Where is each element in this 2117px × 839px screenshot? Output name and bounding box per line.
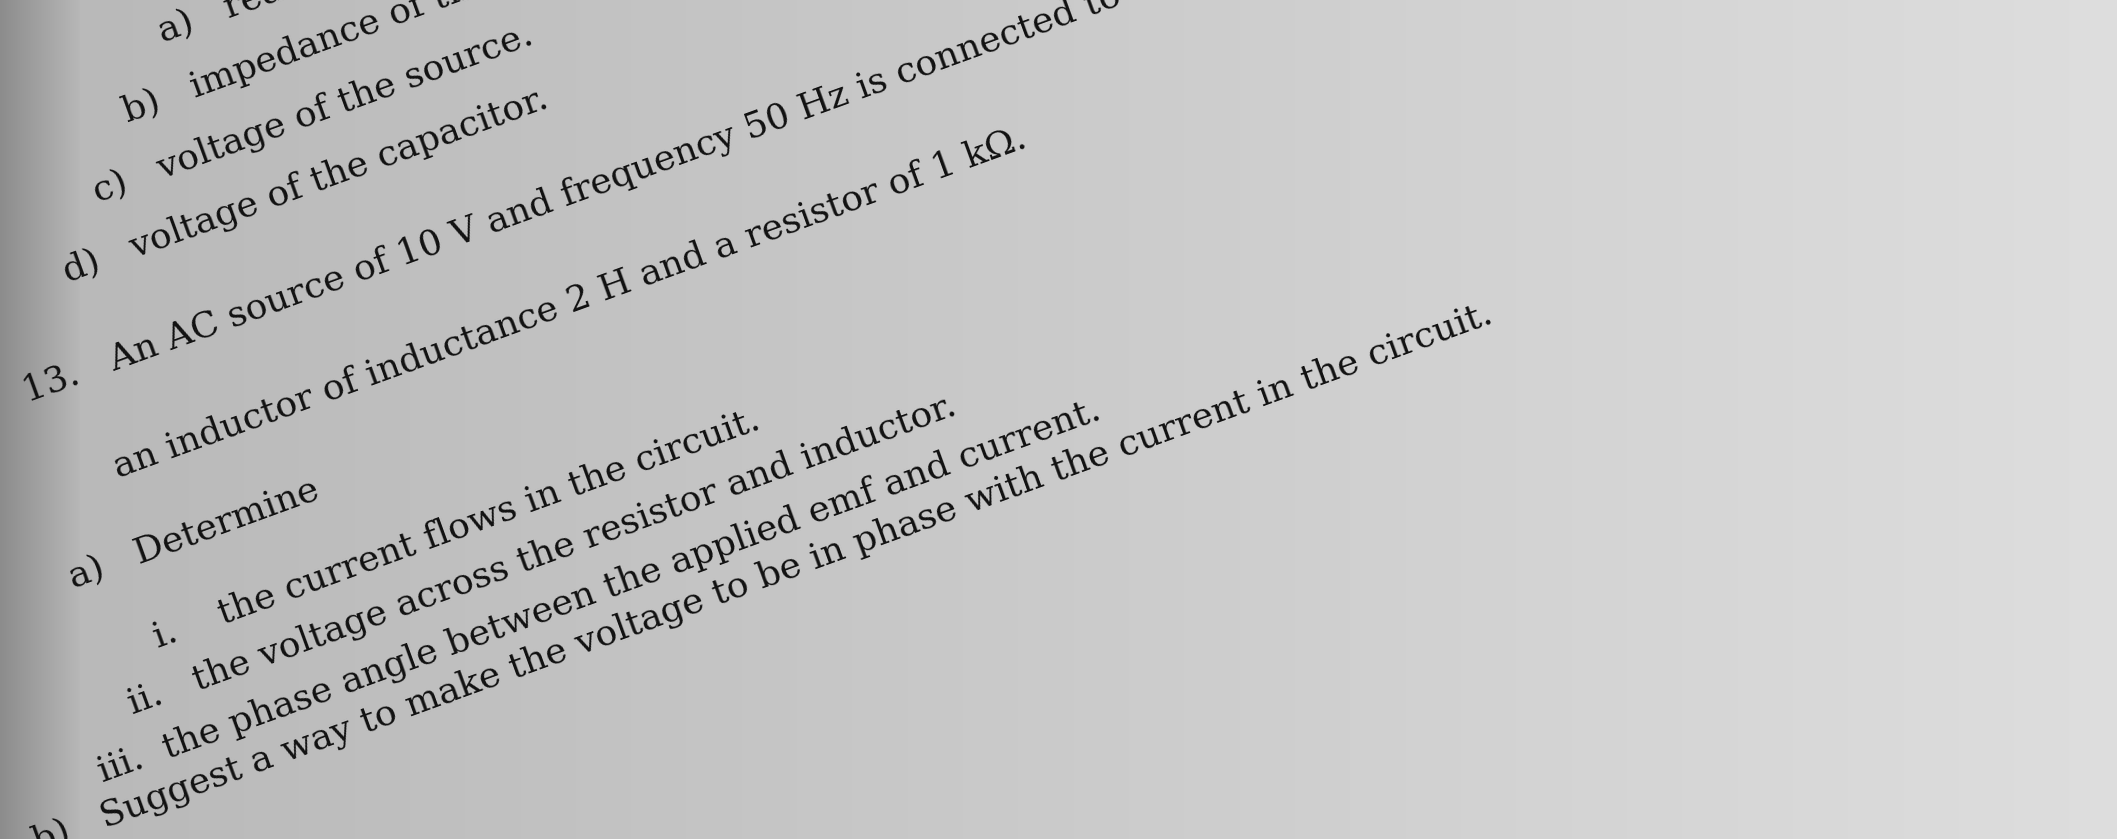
Text: b)   impedance of this circuit.: b) impedance of this circuit.	[119, 0, 637, 129]
Text: a)   reactance of capa...: a) reactance of capa...	[152, 0, 569, 49]
Text: a)   Determine: a) Determine	[64, 472, 324, 594]
Text: d)   voltage of the capacitor.: d) voltage of the capacitor.	[57, 81, 553, 289]
Text: 13.   An AC source of 10 V and frequency 50 Hz is connected to a circuit which c: 13. An AC source of 10 V and frequency 5…	[19, 0, 1586, 409]
Text: i.    the current flows in the circuit.: i. the current flows in the circuit.	[148, 402, 764, 654]
Text: an inductor of inductance 2 H and a resistor of 1 kΩ.: an inductor of inductance 2 H and a resi…	[108, 121, 1031, 484]
Text: b)   Suggest a way to make the voltage to be in phase with the current in the ci: b) Suggest a way to make the voltage to …	[28, 296, 1497, 839]
Text: iii.  the phase angle between the applied emf and current.: iii. the phase angle between the applied…	[93, 393, 1105, 789]
Text: ii.   the voltage across the resistor and inductor.: ii. the voltage across the resistor and …	[123, 388, 961, 721]
Text: c)   voltage of the source.: c) voltage of the source.	[89, 18, 538, 209]
